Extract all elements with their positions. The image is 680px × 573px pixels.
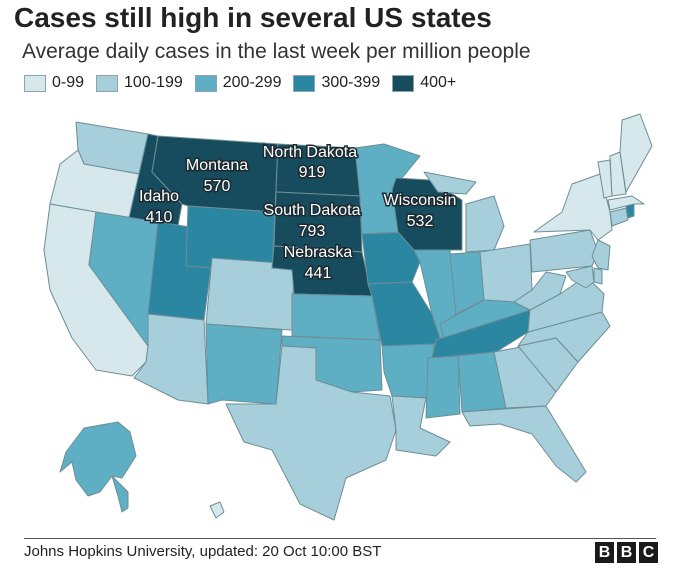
state-SD (273, 191, 363, 253)
state-MD (565, 265, 595, 289)
legend-item: 100-199 (96, 74, 183, 92)
callout-wisconsin-name: Wisconsin (384, 192, 457, 209)
callout-nebraska-name: Nebraska (284, 244, 353, 261)
state-ME (619, 113, 653, 193)
legend: 0-99 100-199 200-299 300-399 400+ (24, 74, 468, 92)
state-MI (423, 171, 505, 253)
legend-label: 200-299 (222, 74, 282, 91)
state-OH (479, 243, 533, 303)
callout-montana-value: 570 (204, 178, 231, 195)
state-TN (431, 309, 531, 359)
state-KS (291, 293, 381, 341)
state-AK (59, 421, 137, 513)
us-choropleth-map: North Dakota 919 Montana 570 Idaho 410 S… (43, 113, 653, 521)
source-note: Johns Hopkins University, updated: 20 Oc… (24, 543, 382, 560)
state-CT (609, 207, 629, 227)
bbc-logo-letter: B (595, 542, 614, 563)
state-NJ (591, 239, 611, 271)
callout-idaho-value: 410 (146, 209, 173, 226)
state-AZ (133, 313, 209, 405)
callout-north-dakota-value: 919 (299, 164, 326, 181)
state-MS (425, 355, 461, 419)
callout-north-dakota-name: North Dakota (263, 144, 357, 161)
legend-label: 0-99 (52, 74, 85, 91)
legend-swatch-300-399 (293, 74, 316, 92)
legend-label: 400+ (420, 74, 457, 91)
bbc-logo-letter: C (639, 542, 658, 563)
callout-labels: North Dakota 919 Montana 570 Idaho 410 S… (137, 143, 457, 284)
callout-montana-name: Montana (186, 157, 248, 174)
callout-south-dakota-name: South Dakota (264, 202, 361, 219)
legend-swatch-400-plus (392, 74, 415, 92)
legend-item: 200-299 (194, 74, 282, 92)
legend-item: 300-399 (293, 74, 380, 92)
callout-idaho-name: Idaho (139, 188, 179, 205)
callout-nebraska-value: 441 (305, 265, 332, 282)
state-PA (529, 229, 599, 273)
state-WV (513, 271, 567, 311)
legend-swatch-200-299 (194, 74, 217, 92)
state-LA (391, 395, 451, 457)
state-HI (209, 501, 225, 519)
state-AR (381, 343, 435, 399)
state-NM (205, 323, 283, 405)
callout-wisconsin-value: 532 (407, 213, 434, 230)
legend-item: 0-99 (24, 74, 84, 92)
legend-swatch-0-99 (24, 74, 46, 92)
legend-swatch-100-199 (96, 74, 119, 92)
state-FL (461, 405, 587, 483)
state-DE (593, 267, 603, 285)
legend-label: 100-199 (124, 74, 183, 91)
state-MA (607, 195, 645, 211)
state-NH (609, 151, 627, 197)
bbc-logo-letter: B (617, 542, 636, 563)
bbc-logo: B B C (592, 542, 658, 563)
footer-divider (24, 538, 656, 539)
legend-item: 400+ (392, 74, 456, 92)
chart-subtitle: Average daily cases in the last week per… (22, 40, 531, 63)
callout-south-dakota-value: 793 (299, 223, 326, 240)
state-TX (225, 345, 397, 521)
legend-label: 300-399 (321, 74, 381, 91)
state-NY (533, 173, 613, 241)
chart-title: Cases still high in several US states (14, 2, 492, 33)
